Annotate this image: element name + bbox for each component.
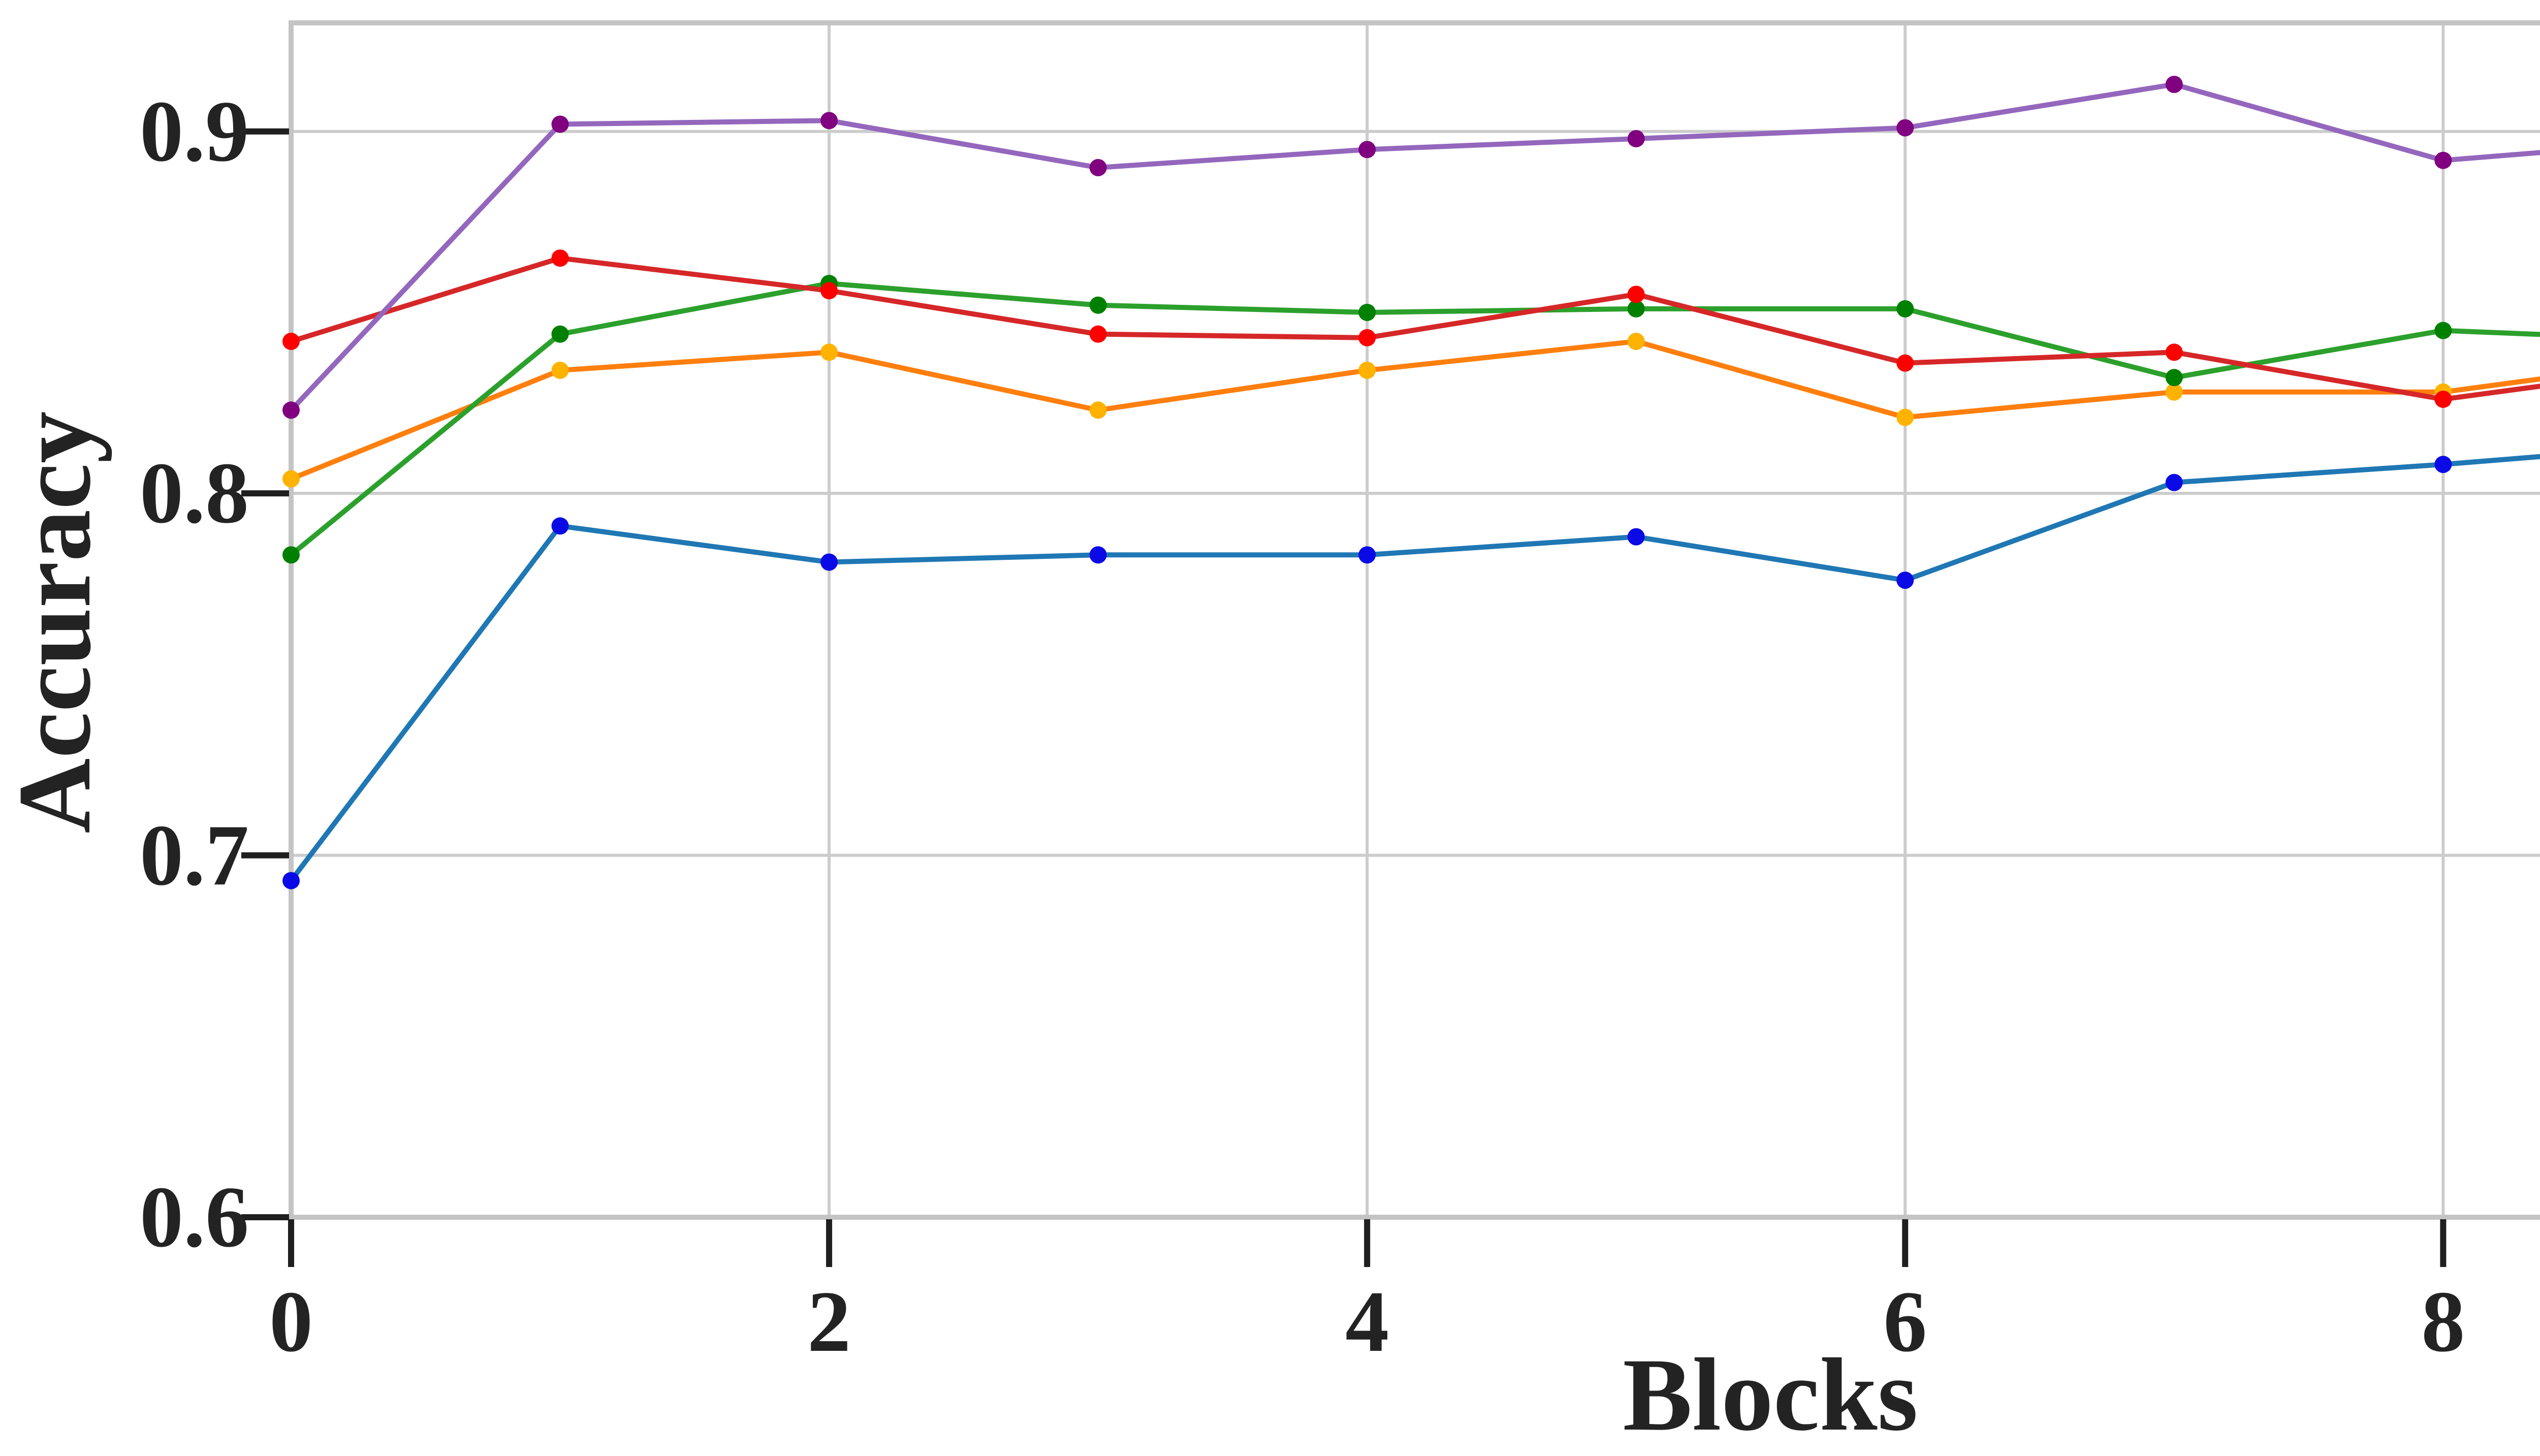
data-point-500 [1089,296,1107,314]
data-point-700 [2165,343,2183,361]
data-point-100 [282,872,300,890]
series-line-100 [289,454,2540,883]
data-point-300 [1896,408,1914,426]
data-point-100 [1089,546,1107,564]
y-tick-label: 0.7 [140,807,249,904]
data-point-500 [2434,322,2452,339]
data-point-100 [551,517,569,535]
data-point-all [2434,151,2452,169]
data-point-500 [1358,303,1376,321]
x-tick-label: 6 [1883,1274,1927,1370]
y-tick-label: 0.6 [140,1169,249,1265]
data-point-700 [282,332,300,350]
data-point-700 [2434,390,2452,408]
data-point-100 [2434,456,2452,473]
x-tick-label: 8 [2421,1274,2465,1370]
series-line-500 [289,280,2540,558]
data-point-300 [1627,332,1645,350]
data-point-300 [1358,361,1376,379]
data-point-100 [2165,473,2183,491]
y-tick-label: 0.9 [140,83,249,180]
data-point-300 [551,361,569,379]
x-tick-label: 4 [1345,1274,1389,1370]
data-point-500 [551,325,569,343]
data-point-500 [2165,369,2183,387]
data-point-300 [820,343,838,361]
series-line-all [289,82,2540,413]
x-axis-label: Blocks [1623,1337,1918,1452]
data-point-100 [1358,546,1376,564]
data-point-300 [2165,383,2183,401]
data-point-all [1627,130,1645,147]
data-point-300 [282,470,300,488]
data-point-500 [282,546,300,564]
data-point-100 [1896,572,1914,589]
data-point-all [2165,76,2183,93]
y-axis-label: Accuracy [0,411,112,834]
data-point-all [282,401,300,419]
data-point-700 [1089,325,1107,343]
data-point-all [820,112,838,130]
data-point-700 [820,282,838,300]
data-point-500 [1627,300,1645,318]
data-point-all [1896,119,1914,137]
data-point-700 [1896,354,1914,372]
data-point-500 [1896,300,1914,318]
x-tick-label: 2 [807,1274,851,1370]
data-point-300 [1089,401,1107,419]
series-line-700 [289,256,2540,402]
data-point-700 [1358,329,1376,346]
data-point-700 [1627,286,1645,303]
y-tick-label: 0.8 [140,445,249,542]
series-line-300 [289,338,2540,482]
axes-frame [289,20,2540,1220]
data-point-100 [820,553,838,571]
data-point-all [551,115,569,133]
data-point-all [1358,141,1376,159]
data-point-700 [551,249,569,267]
data-point-all [1089,159,1107,176]
x-tick-label: 0 [269,1274,313,1370]
data-point-100 [1627,528,1645,546]
